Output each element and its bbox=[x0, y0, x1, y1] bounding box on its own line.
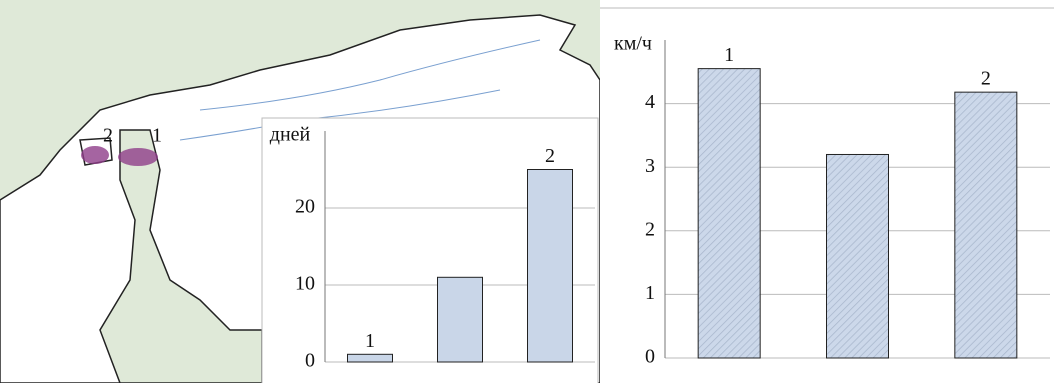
y-tick-label: 10 bbox=[295, 273, 315, 295]
y-axis-label: км/ч bbox=[614, 33, 652, 55]
map-area bbox=[81, 146, 109, 164]
y-tick-label: 0 bbox=[645, 346, 655, 368]
y-axis-label: дней bbox=[270, 124, 311, 146]
bar bbox=[954, 91, 1018, 359]
map-area bbox=[118, 148, 158, 166]
y-tick-label: 3 bbox=[645, 155, 655, 177]
bar-label: 2 bbox=[545, 145, 555, 167]
y-tick-label: 20 bbox=[295, 196, 315, 218]
map-isobath bbox=[199, 39, 541, 111]
bar-label: 1 bbox=[365, 330, 375, 352]
y-tick-label: 4 bbox=[645, 91, 655, 113]
bar bbox=[437, 276, 483, 363]
y-tick-label: 0 bbox=[305, 350, 315, 372]
bar bbox=[347, 353, 393, 363]
bar-label: 2 bbox=[981, 68, 991, 90]
bar bbox=[826, 153, 889, 359]
y-tick-label: 2 bbox=[645, 218, 655, 240]
map-label: 1 bbox=[152, 125, 162, 147]
bar-label: 1 bbox=[724, 44, 734, 66]
bar bbox=[527, 169, 573, 363]
y-tick-label: 1 bbox=[645, 282, 655, 304]
bar bbox=[697, 68, 761, 359]
map-label: 2 bbox=[103, 125, 113, 147]
